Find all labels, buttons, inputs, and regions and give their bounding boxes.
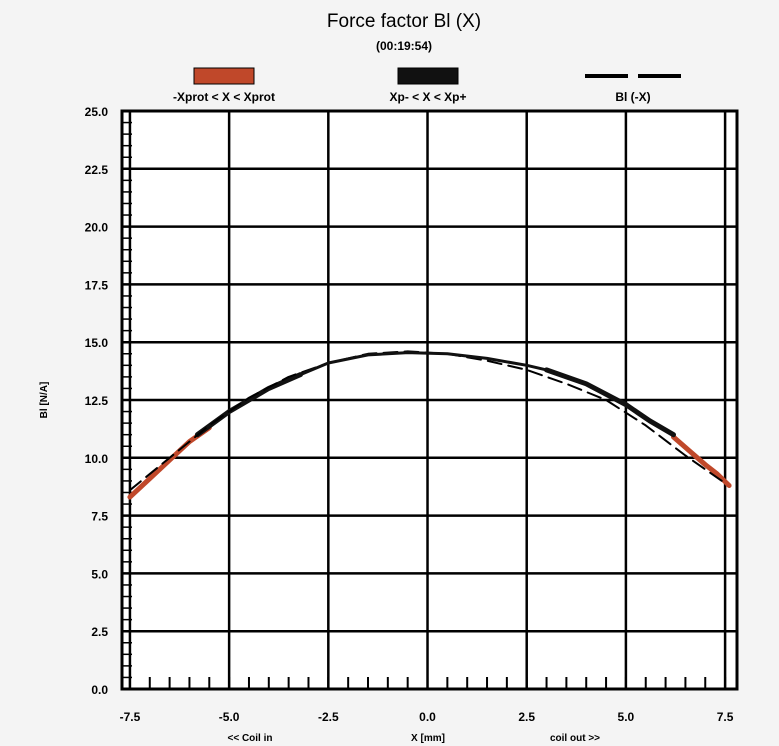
x-axis-left-note: << Coil in (227, 733, 272, 744)
y-tick-label: 20.0 (85, 221, 109, 235)
y-tick-label: 7.5 (91, 510, 108, 524)
minor-ticks (122, 110, 727, 690)
series-line-3 (544, 367, 676, 438)
y-tick-label: 10.0 (85, 452, 109, 466)
y-tick-label: 12.5 (85, 394, 109, 408)
y-tick-label: 5.0 (91, 567, 108, 581)
x-tick-label: 2.5 (518, 710, 535, 724)
legend-label-0: -Xprot < X < Xprot (173, 90, 275, 104)
legend-label-1: Xp- < X < Xp+ (389, 90, 466, 104)
legend: -Xprot < X < Xprot Xp- < X < Xp+ Bl (-X) (173, 67, 681, 104)
y-tick-label: 2.5 (91, 625, 108, 639)
x-tick-label: 7.5 (717, 710, 734, 724)
legend-swatch-0 (193, 67, 255, 85)
x-tick-label: -5.0 (219, 710, 240, 724)
legend-label-2: Bl (-X) (615, 90, 650, 104)
y-tick-label: 22.5 (85, 163, 109, 177)
x-tick-labels: -7.5 -5.0 -2.5 0.0 2.5 5.0 7.5 (120, 710, 734, 724)
series-line-5 (299, 351, 548, 377)
chart-title: Force factor Bl (X) (327, 11, 481, 32)
y-tick-label: 15.0 (85, 336, 109, 350)
x-axis-right-note: coil out >> (550, 733, 600, 744)
x-tick-label: 5.0 (618, 710, 635, 724)
x-tick-label: -7.5 (120, 710, 141, 724)
x-axis-label: X [mm] (411, 733, 445, 744)
series-layer (127, 350, 732, 500)
legend-swatch-1 (397, 67, 459, 85)
y-axis-label: Bl [N/A] (39, 382, 50, 419)
y-tick-labels: 0.0 2.5 5.0 7.5 10.0 12.5 15.0 17.5 20.0 22.5 25.0 (85, 105, 109, 697)
x-tick-label: 0.0 (419, 710, 436, 724)
chart-subtitle: (00:19:54) (376, 39, 432, 53)
y-tick-label: 0.0 (91, 683, 108, 697)
y-tick-label: 25.0 (85, 105, 109, 119)
y-tick-label: 17.5 (85, 278, 109, 292)
x-tick-label: -2.5 (318, 710, 339, 724)
plot-frame (120, 109, 739, 691)
series-line-1 (671, 434, 732, 488)
